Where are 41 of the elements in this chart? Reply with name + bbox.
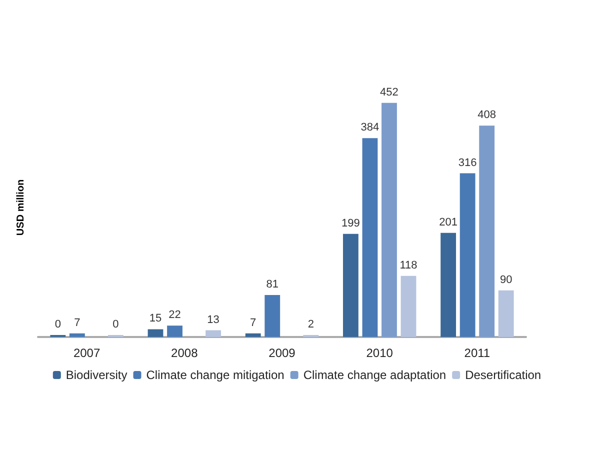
- data-label: 7: [250, 316, 256, 329]
- x-tick-label: 2008: [171, 346, 198, 360]
- data-label: 0: [54, 318, 61, 330]
- x-tick-label: 2009: [268, 346, 296, 360]
- bar: [460, 173, 476, 337]
- bar: [362, 138, 378, 337]
- bar: [440, 232, 456, 337]
- bar: [148, 329, 164, 337]
- data-label: 7: [74, 316, 80, 329]
- data-label: 201: [439, 216, 458, 228]
- bar: [498, 290, 514, 337]
- data-label: 316: [458, 156, 477, 169]
- y-axis-title: USD million: [16, 179, 26, 236]
- data-label: 90: [500, 274, 512, 286]
- data-label: 199: [342, 217, 360, 230]
- legend-label: Climate change mitigation: [146, 368, 284, 382]
- data-label: 2: [308, 318, 314, 330]
- bar: [206, 330, 221, 337]
- data-label: 0: [112, 318, 119, 330]
- bar: [382, 102, 397, 337]
- bar: [167, 326, 182, 337]
- bar: [264, 295, 280, 337]
- bar: [400, 276, 416, 337]
- data-label: 384: [360, 122, 380, 134]
- legend-label: Biodiversity: [66, 368, 128, 382]
- bar: [245, 333, 261, 337]
- bar: [343, 234, 358, 337]
- data-label: 15: [149, 312, 162, 325]
- x-tick-label: 2011: [464, 346, 490, 360]
- data-label: 408: [478, 109, 496, 122]
- data-label: 22: [168, 309, 181, 322]
- bar: [69, 333, 85, 337]
- legend-label: Climate change adaptation: [303, 368, 446, 382]
- x-tick-label: 2010: [366, 346, 394, 360]
- data-label: 118: [400, 259, 418, 272]
- data-label: 81: [266, 278, 278, 291]
- legend-label: Desertification: [465, 368, 542, 382]
- bar: [479, 126, 495, 337]
- data-label: 452: [380, 86, 398, 98]
- x-tick-label: 2007: [73, 346, 100, 360]
- data-label: 13: [207, 314, 220, 326]
